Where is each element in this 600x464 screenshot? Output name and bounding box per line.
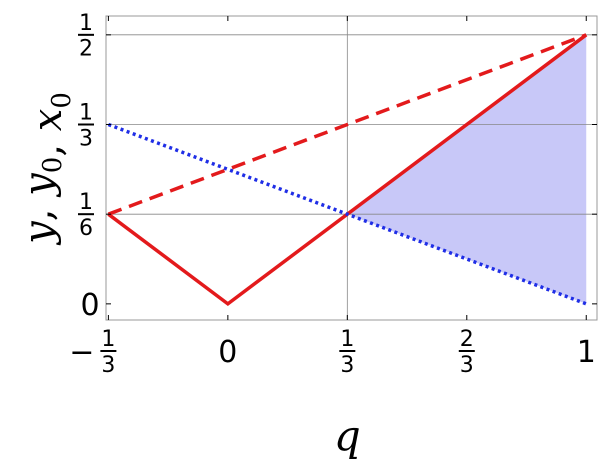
x-tick-label-4: 1 [577,335,596,370]
x-tick-label-2: 13 [339,327,356,378]
x-tick-label-0-num: 1 [101,327,115,352]
y-tick-label-3-den: 2 [79,37,93,62]
y-tick-label-2-den: 3 [79,126,93,151]
x-tick-label-2-num: 1 [340,327,354,352]
y-axis-label-text: y, y0, x0 [16,92,77,246]
plot-frame [105,15,598,321]
shaded-region [347,34,587,304]
y-tick-label-1-den: 6 [79,216,93,241]
y-tick-label-1-num: 1 [79,190,93,215]
y-tick-label-2: 13 [78,101,94,151]
x-tick-label-3: 23 [458,327,475,378]
y-tick-label-2-num: 1 [79,101,93,126]
x-tick-label-0-den: 3 [101,353,115,378]
y-tick-label-3-num: 1 [79,11,93,36]
x-tick-label-3-den: 3 [460,353,474,378]
x-axis-label: q [334,411,361,460]
x-tick-label-1: 0 [218,335,237,370]
series-solid-line [107,33,588,307]
y-axis-label: y, y0, x0 [16,92,77,246]
y-tick-label-0: 0 [80,288,99,323]
y-tick-label-3: 12 [78,11,94,62]
x-tick-label-3-num: 2 [460,327,474,352]
y-tick-label-1: 16 [78,190,94,241]
x-tick-sign-0: − [69,335,94,370]
series-dashed-line [107,33,587,216]
x-tick-label-2-den: 3 [340,353,354,378]
x-tick-label-0: 13 [100,327,117,378]
series-dotted-line [107,122,587,306]
